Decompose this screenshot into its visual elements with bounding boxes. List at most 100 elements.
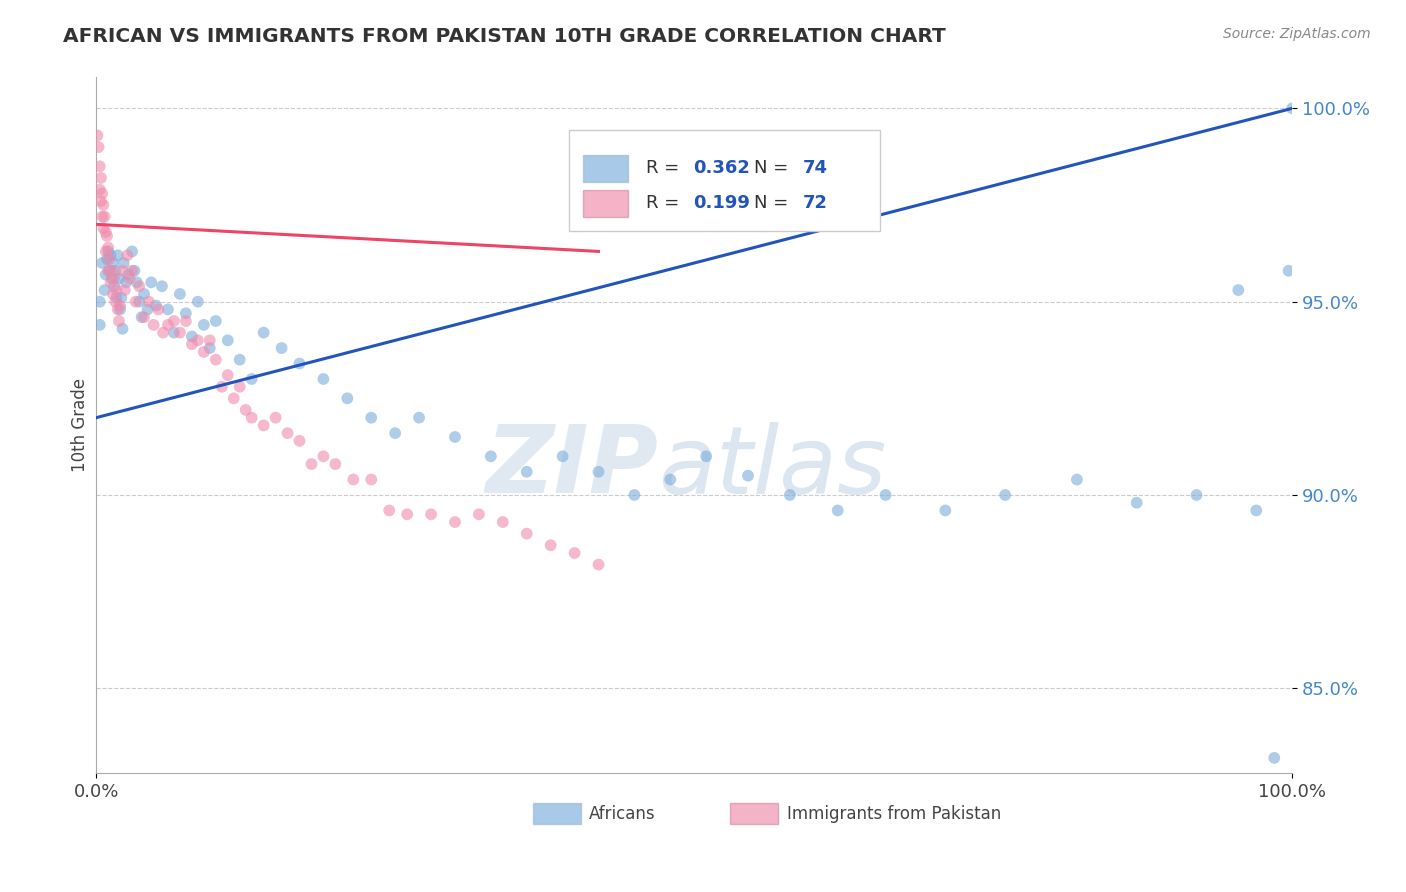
Text: R =: R = [647, 159, 685, 177]
Point [124, 294, 146, 309]
Point [270, 341, 292, 355]
Point [737, 468, 759, 483]
Point [695, 450, 717, 464]
Point [180, 337, 202, 351]
Point [277, 426, 299, 441]
Point [90, 194, 112, 209]
Point [101, 287, 124, 301]
Point [588, 465, 610, 479]
Point [193, 345, 215, 359]
Point [104, 294, 127, 309]
FancyBboxPatch shape [583, 155, 628, 182]
Point [288, 434, 311, 448]
Point [198, 341, 221, 355]
Point [325, 457, 347, 471]
Point [89, 318, 111, 332]
Point [125, 276, 148, 290]
Point [103, 271, 125, 285]
Point [1125, 496, 1147, 510]
Point [115, 276, 138, 290]
Point [124, 264, 146, 278]
Point [1066, 473, 1088, 487]
Point [540, 538, 562, 552]
Point [103, 279, 125, 293]
Point [136, 302, 159, 317]
Text: Africans: Africans [589, 805, 655, 822]
Point [174, 306, 197, 320]
Point [100, 271, 122, 285]
Point [342, 473, 364, 487]
Point [252, 418, 274, 433]
Text: AFRICAN VS IMMIGRANTS FROM PAKISTAN 10TH GRADE CORRELATION CHART: AFRICAN VS IMMIGRANTS FROM PAKISTAN 10TH… [63, 27, 946, 45]
Point [110, 291, 132, 305]
Point [492, 515, 515, 529]
Text: N =: N = [754, 159, 794, 177]
Point [198, 334, 221, 348]
Point [396, 508, 419, 522]
Point [107, 248, 129, 262]
Point [128, 279, 150, 293]
Point [252, 326, 274, 340]
Point [336, 392, 359, 406]
Point [360, 410, 382, 425]
Point [623, 488, 645, 502]
Point [659, 473, 682, 487]
Point [420, 508, 443, 522]
Point [588, 558, 610, 572]
Point [94, 268, 117, 282]
Point [108, 299, 131, 313]
Point [96, 252, 118, 267]
Point [1263, 751, 1285, 765]
Point [312, 372, 335, 386]
Point [87, 140, 110, 154]
Point [94, 225, 117, 239]
Point [150, 279, 173, 293]
Point [152, 326, 174, 340]
Text: Immigrants from Pakistan: Immigrants from Pakistan [787, 805, 1001, 822]
Point [156, 302, 179, 317]
Point [105, 291, 128, 305]
Point [468, 508, 491, 522]
Point [112, 256, 135, 270]
Point [93, 221, 115, 235]
Point [156, 318, 179, 332]
Point [169, 326, 191, 340]
Text: 0.362: 0.362 [693, 159, 749, 177]
Point [104, 264, 127, 278]
Point [217, 368, 239, 383]
Point [240, 410, 263, 425]
Point [111, 322, 134, 336]
Point [100, 264, 122, 278]
Point [204, 352, 226, 367]
Point [91, 210, 114, 224]
Point [264, 410, 287, 425]
Point [288, 357, 311, 371]
Text: ZIP: ZIP [485, 421, 658, 513]
Point [301, 457, 323, 471]
FancyBboxPatch shape [730, 804, 778, 824]
Point [132, 287, 155, 301]
FancyBboxPatch shape [533, 804, 581, 824]
Point [408, 410, 430, 425]
Point [174, 314, 197, 328]
Point [105, 283, 128, 297]
Point [235, 403, 257, 417]
Point [1278, 264, 1301, 278]
Point [779, 488, 801, 502]
Point [516, 526, 538, 541]
Y-axis label: 10th Grade: 10th Grade [72, 378, 89, 473]
Point [312, 450, 335, 464]
Point [98, 252, 121, 267]
Point [121, 264, 143, 278]
Point [138, 294, 160, 309]
Point [169, 287, 191, 301]
Text: R =: R = [647, 194, 685, 211]
Point [444, 515, 467, 529]
Point [132, 310, 155, 325]
Point [108, 314, 131, 328]
Point [934, 503, 956, 517]
Point [86, 128, 108, 143]
Point [384, 426, 406, 441]
Point [551, 450, 574, 464]
Point [516, 465, 538, 479]
